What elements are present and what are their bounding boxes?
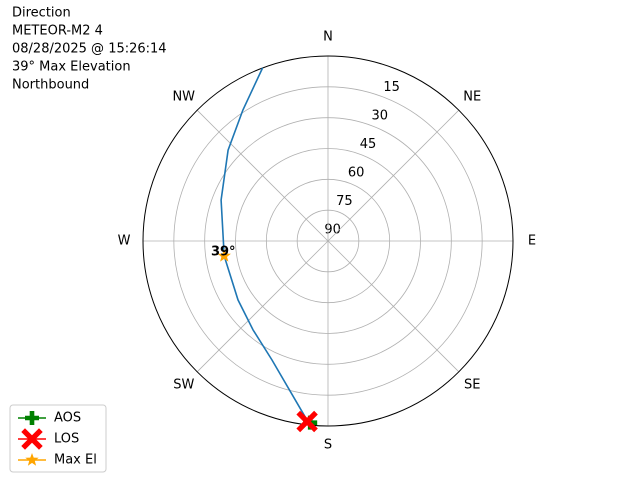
theta-tick-label: S: [324, 438, 332, 453]
legend-marker: [25, 411, 39, 425]
theta-tick-label: N: [323, 30, 333, 45]
theta-tick-label: SW: [173, 378, 194, 393]
legend-marker: [25, 453, 39, 466]
r-tick-label: 30: [372, 108, 389, 123]
title-line: Direction: [12, 6, 71, 21]
polar-frame: [142, 55, 514, 427]
r-tick-label: 15: [383, 80, 400, 95]
title-line: METEOR-M2 4: [12, 24, 103, 39]
marker-star: [217, 249, 231, 262]
r-tick-label: 90: [324, 222, 341, 237]
grid-spoke: [327, 109, 460, 242]
annotation: 39°: [211, 244, 236, 259]
theta-tick-label: W: [118, 234, 131, 249]
title-line: 08/28/2025 @ 15:26:14: [12, 42, 167, 57]
legend-label: LOS: [54, 432, 79, 447]
r-tick-label: 60: [348, 165, 365, 180]
title-line: Northbound: [12, 78, 89, 93]
legend-label: Max El: [54, 453, 97, 468]
theta-tick-label: NW: [172, 89, 195, 104]
grid-spoke: [196, 109, 329, 242]
grid-spoke: [196, 240, 329, 373]
legend-marker: [21, 428, 43, 450]
marker-x: [296, 410, 318, 433]
title-line: 39° Max Elevation: [12, 60, 131, 75]
r-tick-label: 75: [336, 194, 353, 209]
theta-tick-label: E: [528, 234, 536, 249]
theta-tick-label: NE: [463, 89, 481, 104]
theta-tick-label: SE: [464, 378, 480, 393]
grid-spoke: [327, 240, 460, 373]
r-tick-label: 45: [360, 137, 377, 152]
legend: AOS LOS Max El: [9, 404, 107, 473]
legend-label: AOS: [54, 411, 81, 426]
